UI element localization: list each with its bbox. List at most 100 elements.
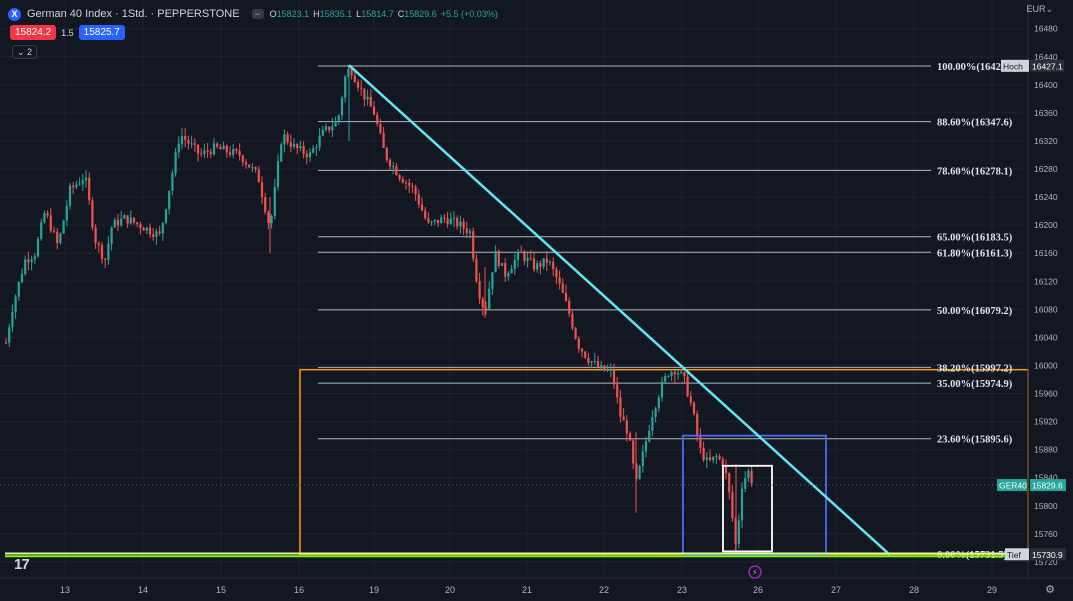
candle-body <box>622 416 625 421</box>
candle-body <box>619 397 622 417</box>
candle-body <box>328 126 331 131</box>
y-tick-label: 16480 <box>1034 24 1058 34</box>
candle-body <box>728 473 731 493</box>
candle-body <box>686 376 689 397</box>
candle-body <box>516 251 520 260</box>
candle-body <box>296 144 299 149</box>
trend-line <box>348 64 891 556</box>
candle-body <box>238 150 241 156</box>
candle-body <box>228 152 232 155</box>
candle-body <box>161 222 164 234</box>
white-range-box <box>722 464 773 553</box>
x-tick-label: 27 <box>831 585 841 595</box>
candle-body <box>404 182 408 184</box>
candle-body <box>152 234 155 237</box>
candle-body <box>520 251 523 253</box>
candle-body <box>340 97 344 116</box>
candle-body <box>500 263 504 266</box>
candle-body <box>609 369 612 371</box>
candle-body <box>539 263 542 267</box>
candle-body <box>414 186 417 195</box>
candle-body <box>462 221 465 229</box>
candle-body <box>558 277 561 284</box>
candle-body <box>20 274 24 283</box>
candle-body <box>657 397 660 409</box>
candle-body <box>24 259 27 275</box>
current-price-label: 15829.6 <box>1032 481 1063 491</box>
currency-selector[interactable]: EUR⌄ <box>1026 4 1053 14</box>
candle-body <box>193 143 196 145</box>
candle-body <box>433 219 436 222</box>
candle-body <box>712 456 715 461</box>
candle-body <box>606 369 609 371</box>
fib-level-label: 100.00%(16426.9) <box>937 62 1018 73</box>
candle-body <box>587 357 590 363</box>
candle-body <box>510 269 513 274</box>
candle-body <box>475 258 478 282</box>
candle-body <box>689 396 692 403</box>
candle-body <box>449 218 452 225</box>
tradingview-logo[interactable]: 17 <box>14 556 30 573</box>
sell-button[interactable]: 15824.2 <box>10 25 57 40</box>
x-tick-label: 19 <box>369 585 379 595</box>
candle-body <box>264 197 267 213</box>
event-marker-glyph: ⚡ <box>752 568 758 577</box>
candle-body <box>468 231 472 234</box>
candle-body <box>158 231 161 234</box>
candle-body <box>740 488 744 521</box>
candle-body <box>347 69 350 77</box>
candle-body <box>270 216 273 224</box>
candle-body <box>123 215 126 219</box>
symbol-logo-icon: X <box>8 7 21 21</box>
candle-body <box>315 147 318 149</box>
candle-body <box>491 272 494 289</box>
x-tick-label: 23 <box>677 585 687 595</box>
collapse-legend-button[interactable]: − <box>251 9 264 19</box>
fib-level-label: 38.20%(15997.2) <box>937 363 1013 374</box>
candle-body <box>11 311 14 328</box>
candle-body <box>484 307 488 310</box>
symbol-title[interactable]: German 40 Index · 1Std. · PEPPERSTONE <box>27 8 240 20</box>
candle-body <box>260 182 264 198</box>
candle-body <box>273 186 276 217</box>
trade-panel: 15824.2 1.5 15825.7 <box>10 25 125 40</box>
candle-body <box>577 338 580 349</box>
x-tick-label: 26 <box>753 585 763 595</box>
candle-body <box>36 238 40 257</box>
candle-body <box>190 143 193 145</box>
candle-body <box>235 149 238 151</box>
candle-body <box>91 200 94 228</box>
candle-body <box>574 328 577 339</box>
candle-body <box>424 210 427 219</box>
candle-body <box>401 178 404 183</box>
candle-body <box>225 145 228 153</box>
candle-body <box>564 292 568 301</box>
candle-body <box>241 155 244 163</box>
candle-body <box>430 221 433 223</box>
candle-body <box>30 259 33 263</box>
candle-body <box>136 222 139 224</box>
candle-body <box>257 169 260 183</box>
candle-body <box>638 466 641 479</box>
y-tick-label: 16040 <box>1034 332 1058 342</box>
y-tick-label: 15880 <box>1034 445 1058 455</box>
candle-body <box>536 263 539 270</box>
low-value: 15814.7 <box>361 9 394 19</box>
candle-body <box>529 257 532 259</box>
buy-button[interactable]: 15825.7 <box>78 25 125 40</box>
candle-body <box>222 145 225 150</box>
candle-body <box>632 440 635 464</box>
candle-body <box>737 520 740 544</box>
y-tick-label: 16440 <box>1034 52 1058 62</box>
hoch-price-label: 16427.1 <box>1032 61 1063 71</box>
candle-body <box>312 148 315 153</box>
candle-body <box>43 213 46 223</box>
candle-body <box>590 361 593 363</box>
gear-icon[interactable]: ⚙ <box>1045 584 1055 596</box>
tief-price-label-bg <box>1030 548 1066 561</box>
candle-body <box>267 212 270 224</box>
indicators-toggle-button[interactable]: ⌄ 2 <box>12 45 38 59</box>
y-tick-label: 16080 <box>1034 304 1058 314</box>
candle-body <box>97 243 100 245</box>
